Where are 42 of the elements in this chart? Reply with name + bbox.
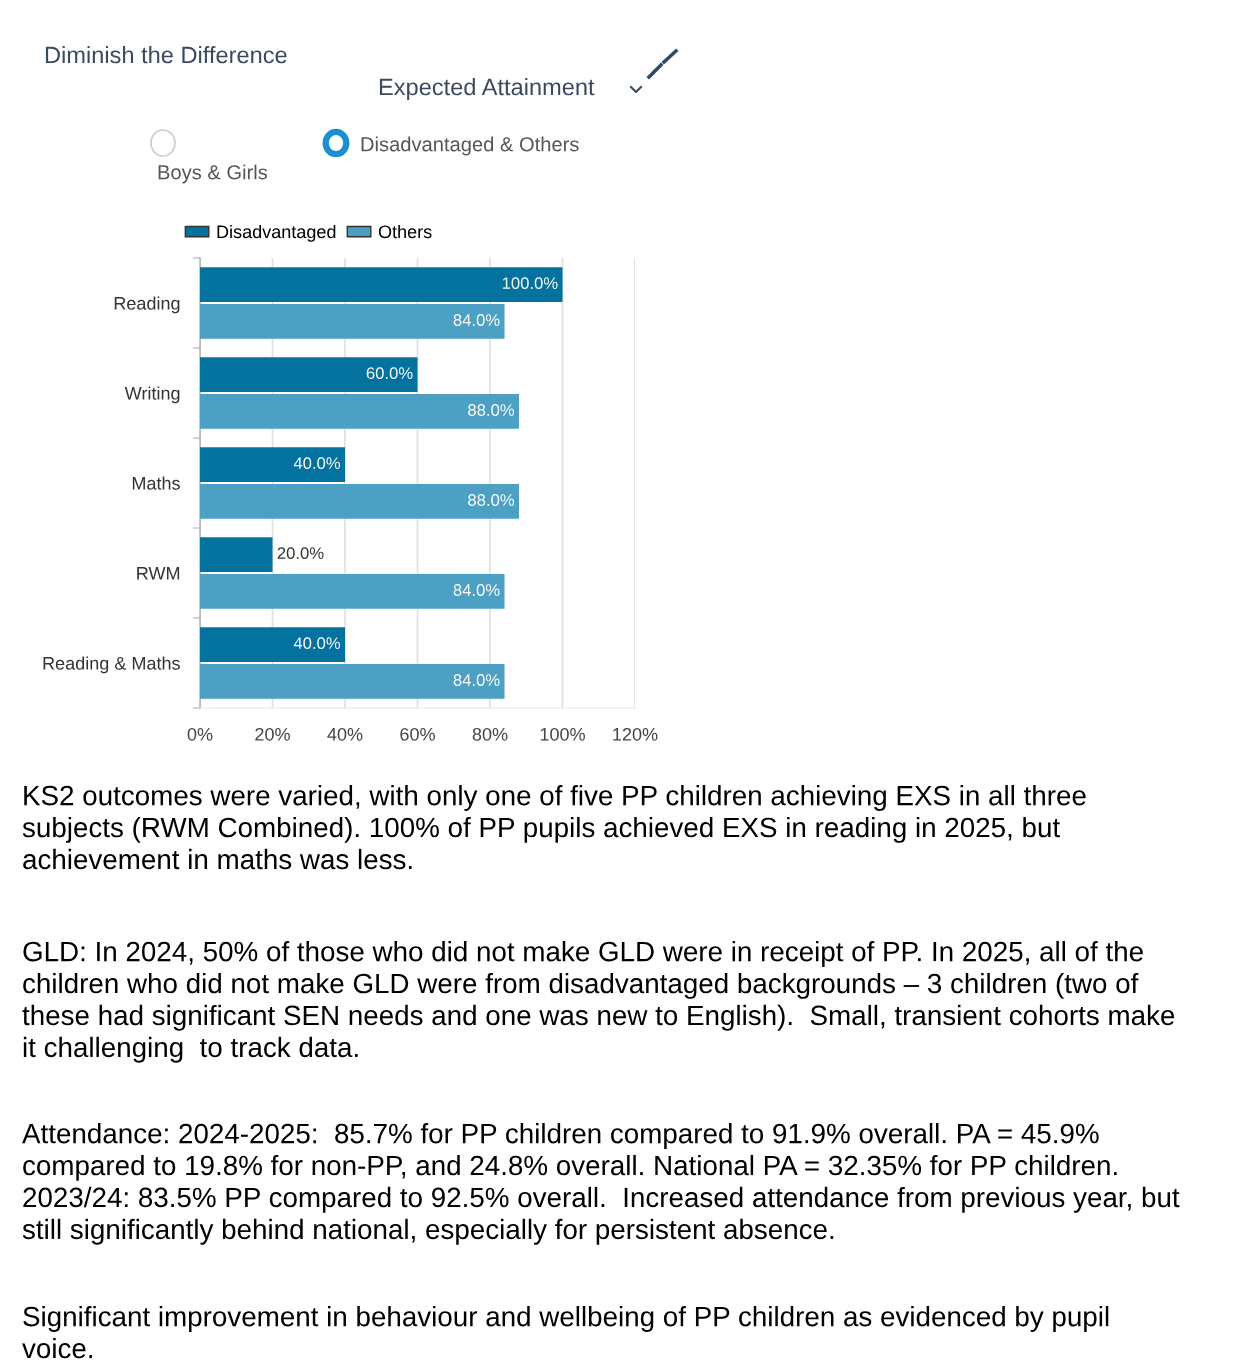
x-tick-label: 80% [472,727,508,741]
x-tick-label: 60% [400,727,435,741]
data-label: 100.0% [502,277,558,290]
y-tick-label: Writing [124,386,180,404]
bar [200,664,505,699]
legend-label: Disadvantaged [217,224,336,242]
x-tick-label: 120% [613,727,658,741]
y-tick-label: RWM [137,567,180,580]
data-label: 84.0% [453,584,500,596]
bar [200,267,563,302]
text: Attendance: 2024-2025: 85.7% for PP children compared to 91.9% overall. PA = 45.9% compared to 19.8% for non-PP, and 24.8% overall. National PA = 32.35% for PP children. 2023/24: 83.5% PP compared to 92.5% overall. Increased attendance from previous year, but still significantly behind national, especially for persistent absence. [22,1123,1180,1245]
bar [200,537,273,572]
legend-label: Others [378,224,432,239]
y-tick-label: Reading [114,296,180,314]
data-label: 84.0% [453,314,500,326]
data-label: 60.0% [366,367,413,380]
data-label: 88.0% [468,404,515,416]
data-label: 20.0% [277,547,324,560]
bar [200,484,519,519]
y-tick-label: Reading & Maths [43,656,180,674]
x-tick-label: 0% [187,727,213,741]
text: Disadvantaged & Others [361,136,579,156]
x-tick-label: 40% [327,727,363,741]
text: GLD: In 2024, 50% of those who did not make GLD were in receipt of PP. In 2025, all of the children who did not make GLD were from disadvantaged backgrounds – 3 children (two of these had significant SEN needs and one was new to English). Small, transient cohorts make it challenging to track data. [22,941,1175,1063]
bar [200,304,505,339]
chart-subtitle: Expected Attainment [379,78,595,100]
bar [200,447,345,482]
data-label: 40.0% [293,637,341,650]
x-tick-label: 20% [255,727,290,741]
bar [200,357,418,392]
bar [200,574,505,609]
data-label: 84.0% [453,674,500,686]
y-tick-label: Maths [132,476,180,490]
bar [200,627,345,662]
chart-title: Diminish the Difference [45,46,287,64]
bar [200,394,519,429]
text: KS2 outcomes were varied, with only one of five PP children achieving EXS in all three subjects (RWM Combined). 100% of PP pupils achieved EXS in reading in 2025, but achievement in maths was less. [22,785,1086,870]
data-label: 88.0% [468,494,515,506]
text: Significant improvement in behaviour and wellbeing of PP children as evidenced by pupil voice. [22,1306,1109,1359]
data-label: 40.0% [293,457,341,470]
text: Boys & Girls [158,164,268,184]
x-tick-label: 100% [540,727,585,741]
